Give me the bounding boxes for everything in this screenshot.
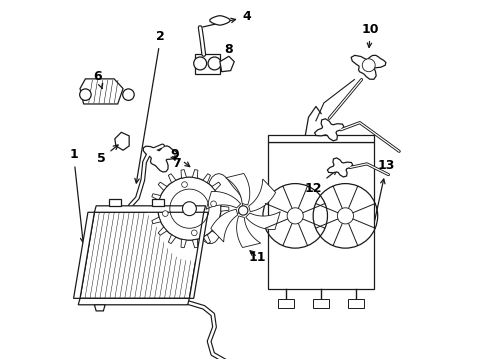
Polygon shape xyxy=(95,305,105,311)
Text: 8: 8 xyxy=(216,42,233,67)
Circle shape xyxy=(182,202,196,216)
Polygon shape xyxy=(152,194,161,200)
Polygon shape xyxy=(142,170,237,260)
Polygon shape xyxy=(212,182,220,190)
Bar xyxy=(269,135,374,142)
Text: 11: 11 xyxy=(249,251,266,264)
Bar xyxy=(313,299,329,308)
Polygon shape xyxy=(80,79,123,104)
Circle shape xyxy=(122,89,134,100)
Polygon shape xyxy=(193,170,198,178)
Polygon shape xyxy=(203,174,211,183)
Polygon shape xyxy=(221,206,229,211)
Polygon shape xyxy=(150,206,158,211)
Polygon shape xyxy=(181,239,186,248)
Circle shape xyxy=(362,59,375,72)
Circle shape xyxy=(194,57,207,70)
Text: 6: 6 xyxy=(94,69,103,89)
Text: 4: 4 xyxy=(203,10,251,27)
Text: 7: 7 xyxy=(171,155,181,170)
Polygon shape xyxy=(109,199,122,206)
Polygon shape xyxy=(181,170,186,178)
Circle shape xyxy=(80,89,91,100)
Polygon shape xyxy=(143,146,178,172)
Polygon shape xyxy=(193,239,198,248)
Text: 1: 1 xyxy=(69,148,85,243)
Polygon shape xyxy=(78,298,190,305)
Polygon shape xyxy=(237,216,261,248)
Polygon shape xyxy=(195,54,220,74)
Polygon shape xyxy=(158,227,167,235)
Text: 3: 3 xyxy=(0,359,1,360)
Polygon shape xyxy=(152,199,164,206)
Bar xyxy=(278,299,294,308)
Circle shape xyxy=(163,211,168,216)
Bar xyxy=(269,142,374,289)
Circle shape xyxy=(158,177,221,240)
Circle shape xyxy=(208,57,221,70)
Polygon shape xyxy=(218,217,227,224)
Text: 2: 2 xyxy=(135,30,165,183)
Polygon shape xyxy=(211,210,238,242)
Polygon shape xyxy=(351,55,386,79)
Polygon shape xyxy=(246,212,280,230)
Polygon shape xyxy=(95,206,205,212)
Text: 9: 9 xyxy=(171,148,190,167)
Polygon shape xyxy=(152,217,161,224)
Polygon shape xyxy=(226,174,250,205)
Circle shape xyxy=(211,201,217,207)
Circle shape xyxy=(337,208,353,224)
Text: 10: 10 xyxy=(362,23,379,48)
Bar xyxy=(348,299,364,308)
Circle shape xyxy=(182,182,187,188)
Polygon shape xyxy=(218,194,227,200)
Polygon shape xyxy=(74,212,95,298)
Polygon shape xyxy=(169,174,176,183)
Polygon shape xyxy=(190,212,208,298)
Polygon shape xyxy=(80,212,204,298)
Circle shape xyxy=(239,206,248,215)
Polygon shape xyxy=(169,235,176,244)
Text: 5: 5 xyxy=(97,145,118,165)
Circle shape xyxy=(192,230,197,236)
Text: 13: 13 xyxy=(375,159,395,221)
Circle shape xyxy=(287,208,303,224)
Polygon shape xyxy=(212,227,220,235)
Polygon shape xyxy=(187,174,243,244)
Polygon shape xyxy=(115,132,129,150)
Polygon shape xyxy=(327,158,353,177)
Polygon shape xyxy=(220,56,234,72)
Polygon shape xyxy=(210,16,230,25)
Polygon shape xyxy=(249,179,275,212)
Polygon shape xyxy=(203,235,211,244)
Polygon shape xyxy=(315,119,344,141)
Text: 12: 12 xyxy=(304,170,337,195)
Polygon shape xyxy=(206,192,241,209)
Polygon shape xyxy=(158,182,167,190)
